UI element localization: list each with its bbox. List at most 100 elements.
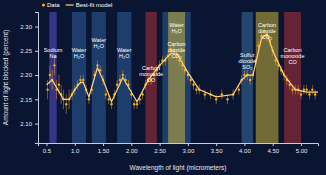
data-point — [65, 103, 67, 105]
band-label: dioxide — [258, 28, 275, 34]
tick-mark — [35, 51, 38, 52]
tick-mark — [216, 143, 217, 146]
tick-mark — [35, 99, 38, 100]
tick-label: 5.00 — [296, 148, 308, 154]
tick: 1.0 — [71, 143, 80, 154]
band-label: dioxide — [239, 58, 256, 64]
data-point — [215, 98, 217, 100]
data-point — [136, 103, 138, 105]
tick-label: 1.0 — [71, 148, 80, 154]
data-point — [221, 93, 223, 95]
tick-mark — [131, 143, 132, 146]
data-point — [46, 88, 48, 90]
data-points — [46, 27, 316, 114]
tick: 2.30 — [20, 24, 38, 30]
tick-mark — [46, 143, 47, 146]
band-label: CO₂ — [262, 34, 272, 40]
data-point — [53, 64, 55, 66]
band-label: Water — [169, 22, 184, 28]
data-point — [79, 79, 81, 81]
tick-mark — [103, 143, 104, 146]
band-label: Carbon — [142, 65, 160, 71]
tick: 2.20 — [20, 72, 38, 78]
error-bar — [216, 94, 217, 104]
legend: Data Best-fit model — [42, 2, 112, 8]
x-axis: 0.51.01.502.002.503.003.504.004.505.00 — [39, 143, 319, 154]
tick: 3.50 — [211, 143, 223, 154]
tick: 4.50 — [267, 143, 279, 154]
tick-mark — [244, 143, 245, 146]
tick-mark — [35, 27, 38, 28]
data-point — [204, 93, 206, 95]
tick-label: 2.50 — [154, 148, 166, 154]
band-label: Carbon — [284, 47, 302, 53]
data-point — [300, 93, 302, 95]
tick-label: 2.30 — [20, 24, 32, 30]
error-bar — [312, 85, 313, 95]
band-label: Carbon — [258, 22, 276, 28]
data-point — [238, 88, 240, 90]
error-bar — [250, 75, 251, 85]
tick-mark — [301, 143, 302, 146]
tick: 2.10 — [20, 121, 38, 127]
tick: 2.00 — [126, 143, 138, 154]
axis-line — [35, 13, 39, 144]
band — [49, 12, 56, 143]
band-label: CO — [288, 59, 297, 65]
data-point — [110, 103, 112, 105]
band — [92, 12, 106, 143]
data-point — [116, 84, 118, 86]
x-axis-title: Wavelength of light (micrometers) — [130, 164, 227, 172]
band-label: Water — [117, 47, 132, 53]
axis-line — [39, 144, 319, 147]
data-point — [314, 93, 316, 95]
tick: 3.00 — [183, 143, 195, 154]
tick: 2.50 — [154, 143, 166, 154]
error-bar — [56, 80, 57, 99]
data-point — [122, 74, 124, 76]
error-bar — [303, 85, 304, 95]
data-point — [133, 103, 135, 105]
data-point — [303, 88, 305, 90]
y-axis: 2.10 2.15 2.20 2.25 2.30 — [20, 13, 38, 144]
chart: 0.51.01.502.002.503.003.504.004.505.002.… — [0, 0, 326, 175]
data-point — [58, 84, 60, 86]
band — [117, 12, 131, 143]
error-bar — [309, 90, 310, 100]
tick-label: 3.00 — [183, 148, 195, 154]
error-bar — [162, 56, 163, 66]
band — [242, 12, 253, 143]
band-label: H₂O — [119, 53, 130, 59]
band-label: Sodium — [44, 47, 63, 53]
data-point — [249, 79, 251, 81]
band-label: Carbon — [168, 41, 186, 47]
band — [168, 12, 185, 143]
tick-label: 2.10 — [20, 121, 32, 127]
data-point — [311, 88, 313, 90]
tick: 2.25 — [20, 48, 38, 54]
model-line — [46, 34, 318, 102]
tick-mark — [160, 143, 161, 146]
data-point — [226, 98, 228, 100]
band-label: monoxide — [139, 71, 163, 77]
band-label: CO — [147, 77, 156, 83]
error-bar — [221, 90, 222, 100]
data-point — [195, 88, 197, 90]
tick-label: 2.15 — [20, 97, 32, 103]
band-label: Water — [72, 47, 87, 53]
data-point — [192, 84, 194, 86]
legend-label: Data — [47, 2, 60, 8]
legend-label: Best-fit model — [76, 2, 113, 8]
data-point — [49, 74, 51, 76]
tick-label: 4.00 — [239, 148, 251, 154]
tick: 0.5 — [43, 143, 52, 154]
band — [145, 12, 156, 143]
data-point — [243, 74, 245, 76]
tick-mark — [35, 124, 38, 125]
band-label: H₂O — [171, 28, 182, 34]
plot-area — [46, 12, 318, 143]
data-point — [82, 79, 84, 81]
data-point — [108, 98, 110, 100]
error-bar — [105, 90, 106, 100]
data-point — [96, 64, 98, 66]
